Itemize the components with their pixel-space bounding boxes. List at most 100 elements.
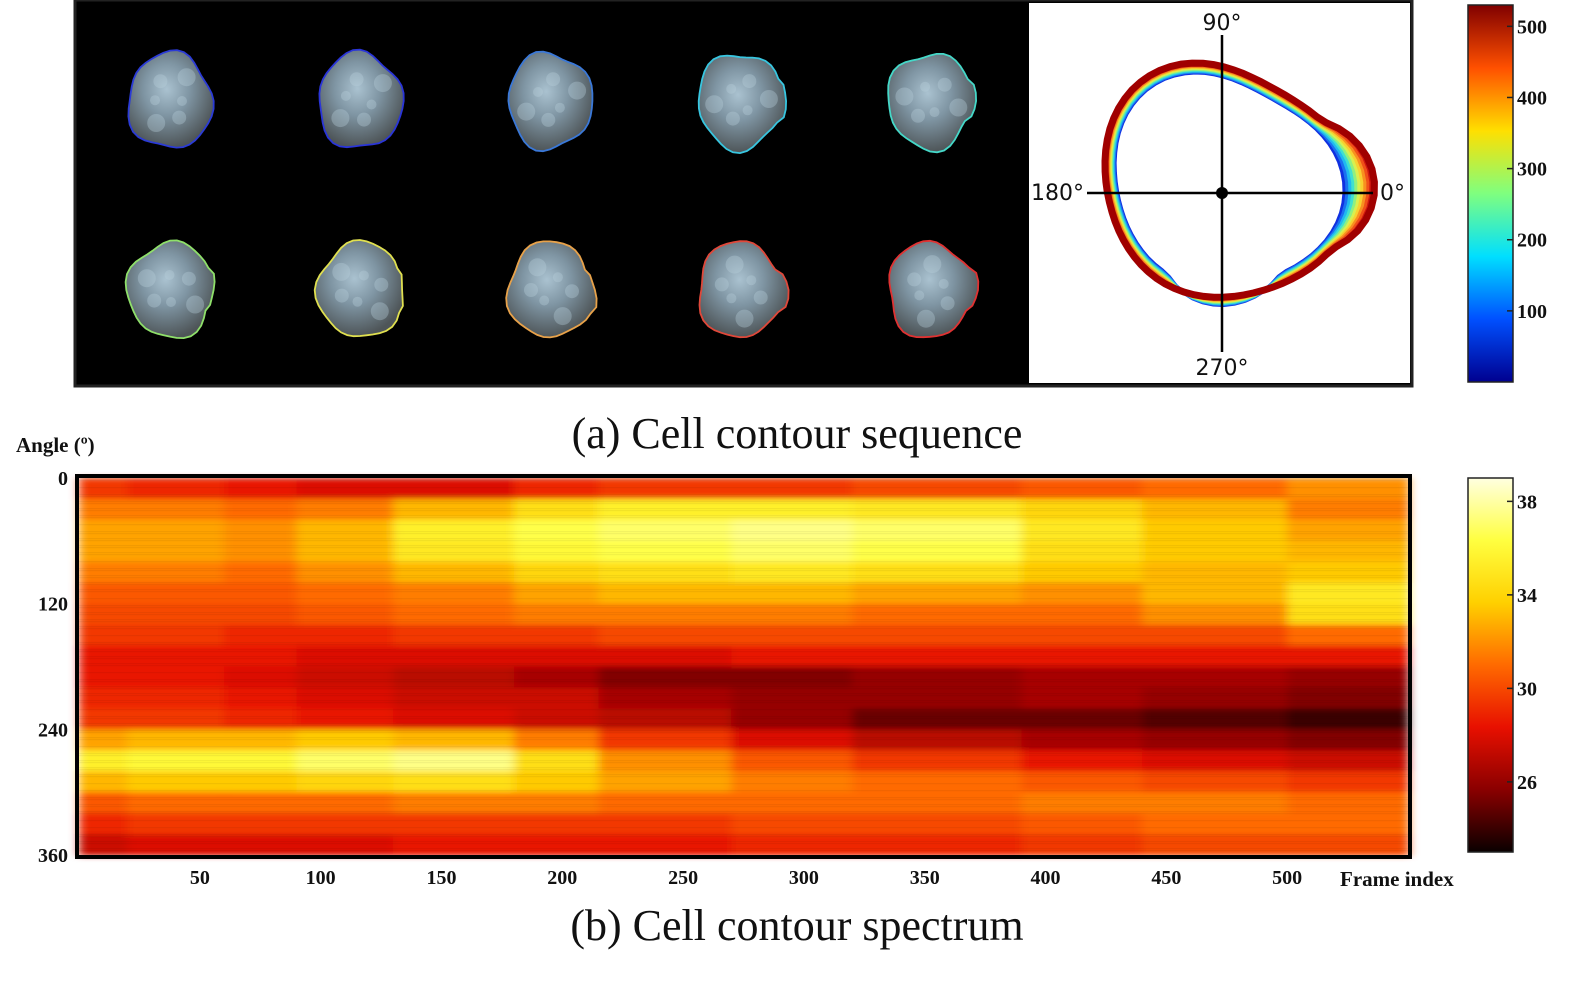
cell-body [698, 55, 787, 154]
heatmap-texture [79, 478, 1408, 852]
heatmap-cell [513, 771, 600, 794]
frame-colorbar-tick-label: 300 [1517, 159, 1547, 181]
intensity-colorbar-ticks: 38 34 30 26 [1507, 491, 1537, 794]
cell-body [319, 49, 404, 148]
heatmap-cell [296, 624, 395, 647]
heatmap-striation [79, 656, 1408, 658]
cell-image-1 [127, 49, 215, 149]
heatmap-cell [513, 603, 600, 626]
intensity-colorbar-tick-label: 34 [1517, 585, 1537, 607]
heatmap-cell [224, 687, 298, 710]
heatmap-striation [79, 517, 1408, 519]
heatmap-striation [79, 575, 1408, 577]
cell-texture [358, 270, 369, 281]
x-tick-label: 50 [190, 867, 210, 889]
heatmap-cell [1287, 687, 1409, 710]
heatmap-cell [1021, 792, 1144, 815]
heatmap-cell [1287, 771, 1409, 794]
heatmap-striation [79, 762, 1408, 764]
heatmap-cell [393, 603, 515, 626]
heatmap-cell [127, 561, 225, 584]
cell-texture [186, 295, 205, 314]
cell-texture [340, 90, 351, 101]
cell-texture [742, 74, 757, 89]
heatmap-cell [127, 498, 225, 521]
y-axis-label: Angle (º) [16, 433, 95, 457]
x-tick-label: 100 [306, 867, 336, 889]
heatmap-cell [1142, 478, 1289, 500]
cell-body [506, 241, 597, 338]
heatmap-cell [1021, 708, 1144, 731]
cell-texture [929, 107, 940, 118]
heatmap-cell [296, 729, 395, 752]
heatmap-cell [224, 666, 298, 689]
heatmap-cell [127, 771, 225, 794]
heatmap-striation [79, 552, 1408, 554]
cell-texture [153, 74, 168, 89]
heatmap-striation [79, 584, 1408, 586]
heatmap-striation [79, 681, 1408, 683]
heatmap-cell [393, 687, 515, 710]
cell-outline [124, 239, 216, 340]
heatmap-cell [731, 498, 854, 521]
heatmap-cell [127, 687, 225, 710]
cell-texture [552, 272, 563, 283]
heatmap-striation [79, 635, 1408, 637]
cell-texture [150, 95, 160, 106]
heatmap-striation [79, 797, 1408, 799]
heatmap-cell [1142, 498, 1289, 521]
heatmap-cell [1142, 750, 1289, 773]
heatmap-cell [79, 813, 129, 835]
heatmap-cell [598, 729, 733, 752]
heatmap-cell [224, 603, 298, 626]
x-axis-label: Frame index [1340, 867, 1454, 891]
heatmap-cell [127, 729, 225, 752]
heatmap-striation [79, 679, 1408, 681]
heatmap-cell [224, 478, 298, 500]
caption-b: (b) Cell contour spectrum [570, 901, 1023, 950]
cell-texture [907, 272, 922, 287]
heatmap-striation [79, 591, 1408, 593]
heatmap-striation [79, 811, 1408, 813]
heatmap-cell [513, 624, 600, 647]
contour-frame-11 [1101, 59, 1378, 301]
heatmap-striation [79, 686, 1408, 688]
heatmap-cell [1142, 771, 1289, 794]
heatmap-cell [1021, 750, 1144, 773]
heatmap-striation [79, 547, 1408, 549]
frame-colorbar-gradient [1467, 4, 1514, 383]
heatmap-cell [1142, 519, 1289, 542]
heatmap-striation [79, 753, 1408, 755]
frame-colorbar: 500 400 300 200 100 [1467, 4, 1547, 383]
heatmap-striation [79, 799, 1408, 801]
heatmap-cell [513, 750, 600, 773]
heatmap-cell [1021, 498, 1144, 521]
panel-a: 90° 180° 0° 270° 500 400 300 200 100 (a) Cel… [73, 0, 1547, 458]
cell-outline [888, 239, 980, 339]
cell-texture [759, 90, 778, 108]
polar-contour-plot: 90° 180° 0° 270° [1029, 3, 1410, 383]
heatmap-cells [79, 478, 1409, 856]
heatmap-cell [1142, 666, 1289, 689]
frame-colorbar-tick-label: 100 [1517, 301, 1547, 323]
heatmap-cell [79, 603, 129, 626]
heatmap-cell [127, 645, 225, 668]
heatmap-striation [79, 709, 1408, 711]
heatmap-cell [127, 666, 225, 689]
cell-texture [705, 95, 724, 114]
heatmap-cell [296, 561, 395, 584]
heatmap-cell [852, 498, 1023, 521]
heatmap-cell [79, 582, 129, 605]
cell-outline [887, 53, 978, 154]
heatmap-cell [393, 498, 515, 521]
heatmap-striation [79, 561, 1408, 563]
heatmap-cell [79, 645, 129, 668]
heatmap-cell [79, 540, 129, 563]
heatmap-cell [1287, 624, 1409, 647]
heatmap-cell [513, 792, 600, 815]
heatmap-striation [79, 725, 1408, 727]
cell-texture [524, 283, 538, 297]
heatmap-cell [224, 624, 298, 647]
cell-texture [914, 290, 925, 301]
heatmap-striation [79, 663, 1408, 665]
